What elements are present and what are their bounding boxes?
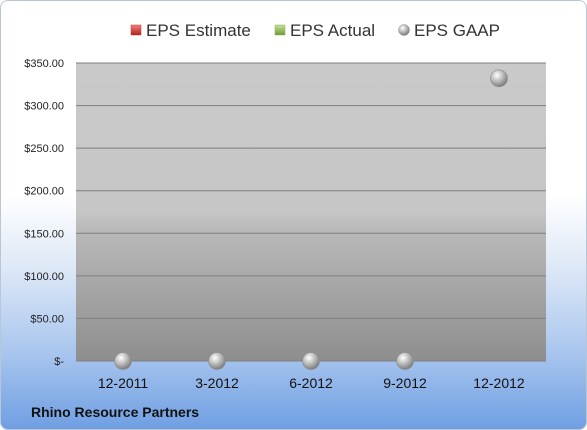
company-label: Rhino Resource Partners [31, 404, 199, 420]
y-axis-ticks: $- $50.00 $100.00 $150.00 $200.00 $250.00 $300… [24, 58, 64, 368]
x-tick-label: 12-2012 [473, 375, 525, 391]
y-tick-label: $50.00 [30, 313, 64, 325]
y-tick-label: $150.00 [24, 228, 64, 240]
y-tick-label: $350.00 [24, 58, 64, 70]
eps-gaap-point [302, 352, 320, 370]
eps-gaap-point [490, 69, 508, 88]
legend-marker-eps-gaap [398, 24, 410, 36]
x-tick-label: 9-2012 [383, 375, 427, 391]
legend-label: EPS Estimate [146, 21, 251, 40]
eps-gaap-point [396, 352, 414, 370]
eps-gaap-point [208, 352, 226, 370]
legend-marker-eps-actual [274, 24, 286, 36]
y-tick-label: $100.00 [24, 271, 64, 283]
y-tick-label: $200.00 [24, 186, 64, 198]
legend-label: EPS GAAP [414, 21, 500, 40]
x-tick-label: 12-2011 [98, 375, 149, 391]
eps-gaap-points [114, 69, 508, 370]
legend-marker-eps-estimate [130, 24, 142, 36]
y-tick-label: $- [54, 356, 64, 368]
legend: EPS Estimate EPS Actual EPS GAAP [130, 21, 500, 40]
y-tick-label: $300.00 [24, 101, 64, 113]
x-axis-ticks: 12-2011 3-2012 6-2012 9-2012 12-2012 [98, 375, 525, 391]
gridlines [76, 62, 546, 362]
x-tick-label: 3-2012 [195, 375, 239, 391]
legend-label: EPS Actual [290, 21, 375, 40]
eps-gaap-point [114, 352, 132, 370]
plot-area [76, 63, 546, 361]
y-tick-label: $250.00 [24, 143, 64, 155]
x-tick-label: 6-2012 [289, 375, 333, 391]
